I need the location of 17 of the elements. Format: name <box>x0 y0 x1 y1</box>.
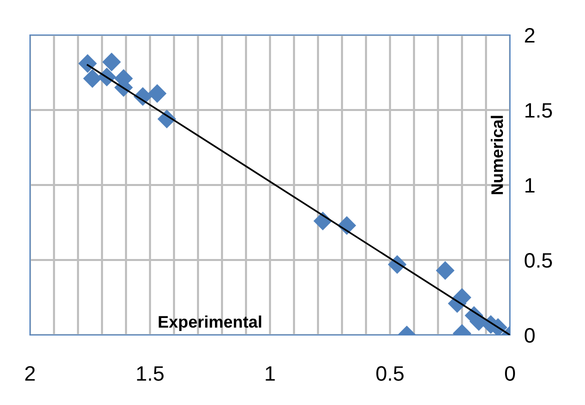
x-tick-label: 0 <box>505 366 515 381</box>
y-axis-title: Numerical <box>490 116 504 194</box>
point <box>148 84 167 103</box>
y-tick-label: 1.5 <box>525 103 552 118</box>
point <box>102 52 121 72</box>
point <box>83 69 102 88</box>
y-tick-label: 0 <box>524 328 535 343</box>
x-tick-label: 1.5 <box>137 366 164 381</box>
y-tick-label: 2 <box>524 28 534 43</box>
x-tick-label: 1 <box>266 366 275 381</box>
x-tick-label: 2 <box>25 366 35 381</box>
x-tick-label: 0.5 <box>376 366 404 381</box>
x-axis-title: Experimental <box>158 316 262 332</box>
point <box>78 54 97 73</box>
point <box>436 261 455 280</box>
y-tick-label: 0.5 <box>524 253 552 268</box>
y-tick-label: 1 <box>525 178 534 193</box>
